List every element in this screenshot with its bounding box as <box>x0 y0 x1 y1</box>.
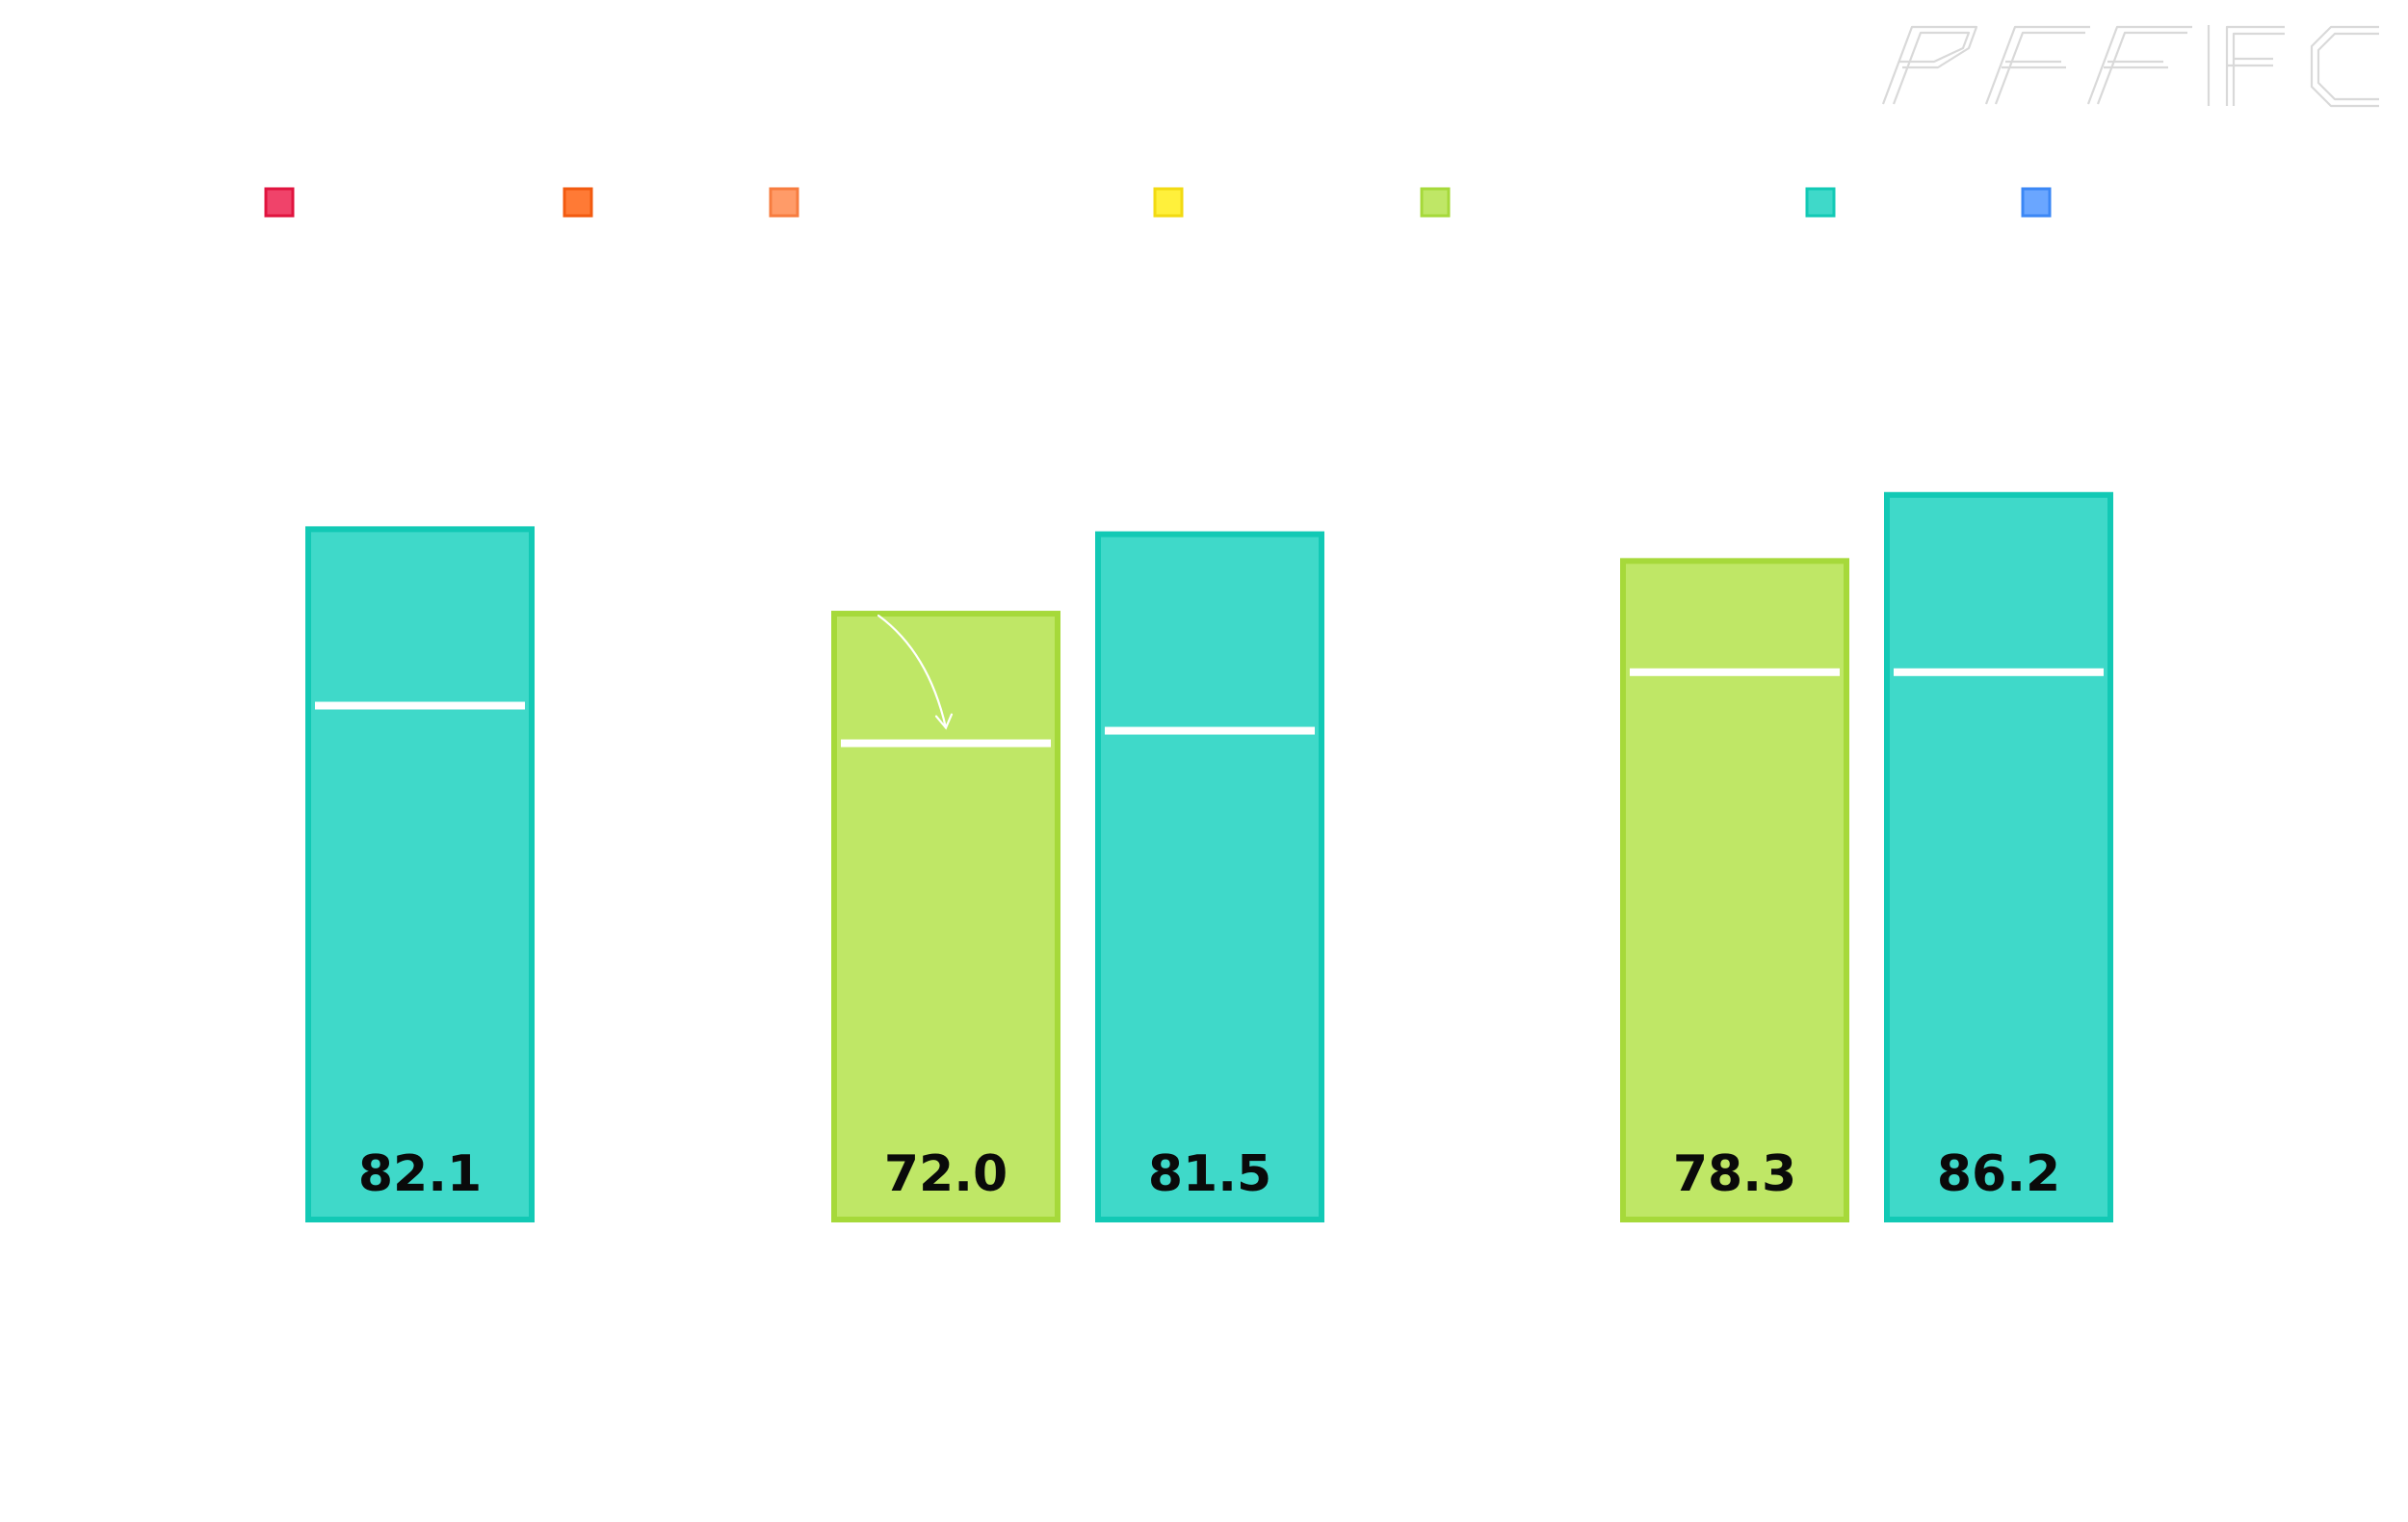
bar-marker-2 <box>1105 726 1315 735</box>
bar-1 <box>831 611 1060 1222</box>
bar-value-label-2: 81.5 <box>1148 1145 1271 1203</box>
legend-swatch-grade-6 <box>1805 187 1836 218</box>
bar-marker-4 <box>1894 668 2104 676</box>
legend <box>264 187 2052 218</box>
bar-value-label-4: 86.2 <box>1937 1145 2060 1203</box>
bar-4 <box>1884 491 2113 1222</box>
legend-swatch-grade-2 <box>563 187 593 218</box>
pff-fc-logo <box>1881 25 2379 108</box>
bar-marker-3 <box>1630 668 1840 676</box>
legend-swatch-grade-3 <box>769 187 799 218</box>
legend-swatch-grade-1 <box>264 187 295 218</box>
bar-marker-0 <box>315 701 525 710</box>
legend-swatch-grade-5 <box>1420 187 1451 218</box>
bar-2 <box>1095 531 1324 1222</box>
bar-value-label-3: 78.3 <box>1673 1145 1796 1203</box>
legend-swatch-grade-4 <box>1153 187 1184 218</box>
annotation-arrow <box>877 614 954 730</box>
bar-3 <box>1620 558 1849 1222</box>
legend-swatch-grade-7 <box>2021 187 2052 218</box>
bars: 82.1 72.0 81.5 78.3 86.2 <box>305 491 2113 1222</box>
bar-value-label-0: 82.1 <box>358 1145 482 1203</box>
bar-marker-1 <box>841 739 1051 748</box>
bar-value-label-1: 72.0 <box>884 1145 1008 1203</box>
bar-0 <box>305 526 535 1222</box>
